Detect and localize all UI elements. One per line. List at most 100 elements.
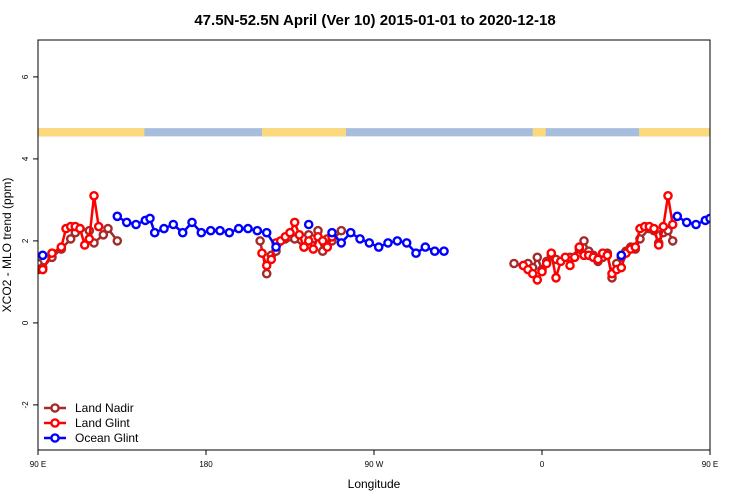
- data-point: [93, 221, 104, 232]
- data-point: [336, 238, 347, 248]
- legend-label: Land Nadir: [75, 401, 134, 415]
- land-band-segment: [262, 128, 346, 137]
- data-point: [243, 223, 253, 234]
- x-axis: 90 E 180 90 W 0 90 E: [30, 450, 718, 469]
- data-point: [667, 236, 678, 246]
- data-point: [89, 190, 99, 201]
- data-point: [616, 262, 627, 273]
- data-point: [532, 275, 543, 285]
- data-point: [509, 258, 519, 269]
- data-point: [579, 236, 589, 246]
- data-point: [439, 246, 449, 256]
- data-point: [658, 221, 669, 232]
- data-point: [294, 229, 305, 240]
- data-point: [681, 217, 692, 228]
- data-point: [541, 258, 552, 269]
- data-point: [303, 219, 314, 230]
- data-point: [65, 234, 76, 244]
- y-tick-label: -2: [21, 401, 30, 409]
- data-point: [79, 240, 90, 250]
- data-point: [112, 236, 123, 246]
- data-point: [215, 225, 225, 236]
- legend-item-ocean-glint: Ocean Glint: [44, 431, 139, 445]
- data-point: [252, 225, 263, 236]
- data-point: [75, 223, 85, 234]
- x-tick-label: 90 E: [30, 460, 46, 469]
- data-point: [98, 229, 109, 240]
- data-point: [429, 246, 440, 256]
- data-point: [593, 254, 603, 265]
- data-point: [103, 223, 113, 234]
- data-point: [255, 236, 265, 246]
- y-tick-label: 6: [21, 74, 30, 79]
- data-point: [720, 225, 727, 232]
- data-point: [355, 234, 365, 244]
- data-point: [56, 242, 67, 252]
- data-point: [616, 250, 627, 261]
- data-point: [261, 227, 272, 238]
- data-point: [730, 221, 737, 228]
- x-tick-label: 90 W: [365, 460, 384, 469]
- ocean-band: [38, 128, 710, 137]
- data-point: [233, 223, 244, 234]
- y-axis: -2 0 2 4 6: [21, 74, 38, 408]
- data-point: [649, 223, 659, 234]
- legend-marker: [50, 403, 60, 413]
- data-point: [168, 219, 179, 230]
- data-point: [667, 219, 678, 230]
- data-point: [177, 227, 188, 238]
- data-point: [532, 252, 543, 263]
- data-point: [303, 236, 314, 246]
- data-point: [112, 211, 123, 222]
- data-point: [271, 242, 281, 252]
- data-point: [401, 238, 412, 248]
- y-tick-label: 0: [21, 320, 30, 325]
- data-point: [336, 225, 347, 236]
- data-point: [38, 264, 48, 275]
- data-point: [205, 225, 216, 236]
- data-point: [38, 250, 48, 261]
- legend-item-land-glint: Land Glint: [44, 416, 130, 430]
- data-point: [224, 227, 235, 238]
- data-point: [317, 236, 328, 246]
- data-point: [420, 242, 431, 252]
- y-axis-label: XCO2 - MLO trend (ppm): [0, 178, 14, 313]
- y-tick-label: 4: [21, 156, 30, 161]
- data-point: [261, 268, 272, 279]
- legend-marker: [50, 433, 60, 443]
- data-point: [196, 227, 207, 238]
- data-point: [285, 227, 295, 238]
- data-point: [546, 248, 557, 258]
- land-sea-band: [38, 128, 750, 137]
- data-point: [691, 219, 701, 230]
- data-point: [653, 240, 664, 250]
- data-point: [709, 231, 710, 234]
- data-point: [411, 248, 421, 258]
- data-point: [373, 242, 384, 252]
- legend-label: Land Glint: [75, 416, 130, 430]
- data-point: [84, 234, 95, 244]
- data-point: [527, 268, 538, 279]
- legend-marker: [50, 418, 60, 428]
- data-point: [537, 266, 547, 277]
- land-band-segment: [532, 128, 546, 137]
- data-point: [345, 227, 356, 238]
- y-tick-label: 2: [21, 238, 30, 243]
- series-layer: [38, 190, 737, 285]
- chart-title: 47.5N-52.5N April (Ver 10) 2015-01-01 to…: [194, 12, 555, 29]
- land-band-segment: [639, 128, 710, 137]
- data-point: [121, 217, 132, 228]
- land-band-segment: [38, 128, 145, 137]
- data-point: [289, 217, 300, 228]
- data-point: [565, 260, 575, 271]
- data-point: [630, 242, 641, 252]
- data-point: [257, 248, 267, 258]
- data-point: [602, 250, 613, 261]
- x-axis-label: Longitude: [348, 477, 401, 491]
- data-point: [159, 223, 169, 234]
- legend-label: Ocean Glint: [75, 431, 139, 445]
- data-point: [266, 254, 277, 265]
- land-band-segment: [710, 128, 750, 136]
